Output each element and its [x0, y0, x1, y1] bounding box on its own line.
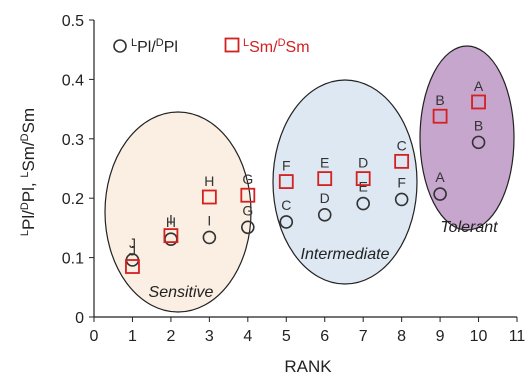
x-tick-label: 5: [282, 328, 291, 345]
x-tick-label: 11: [509, 328, 526, 345]
region-intermediate: [272, 79, 418, 285]
x-tick-label: 6: [320, 328, 329, 345]
data-point-square: [355, 171, 371, 186]
data-point-circle: [433, 187, 447, 201]
data-point-label: F: [282, 158, 291, 174]
region-sensitive: [104, 111, 252, 313]
legend: LPl/DPl LSm/DSm: [113, 37, 310, 56]
data-point-label: B: [435, 92, 444, 108]
data-point-label: I: [169, 212, 173, 228]
y-tick-label: 0.1: [62, 251, 84, 268]
x-axis-label: RANK: [284, 357, 332, 376]
x-tick-label: 8: [397, 328, 406, 345]
legend-label-sm: LSm/DSm: [243, 37, 310, 56]
data-point-square: [163, 228, 179, 244]
data-point-circle: [202, 230, 217, 245]
y-tick-label: 0.4: [62, 72, 84, 89]
data-point-label: H: [166, 214, 176, 230]
x-tick-label: 1: [128, 328, 137, 345]
legend-square-marker: [224, 37, 240, 53]
x-tick-label: 4: [243, 328, 252, 345]
data-point-square: [317, 171, 333, 186]
data-point-label: A: [474, 78, 484, 94]
data-point-label: H: [204, 173, 214, 189]
y-tick-label: 0: [75, 310, 84, 327]
data-point-circle: [356, 196, 370, 211]
region-sensitive-label: Sensitive: [149, 284, 214, 301]
data-point-square: [125, 259, 140, 274]
legend-label-pl: LPl/DPl: [131, 37, 178, 56]
legend-circle-marker: [113, 39, 127, 53]
axes: 0 1 2 3 4 5 6 7 8 9 10 11 0 0.1 0.2 0.3 0.4 0.5: [62, 13, 526, 345]
data-point-square: [278, 174, 294, 189]
y-tick-label: 0.5: [62, 13, 84, 30]
x-tick-label: 9: [436, 328, 445, 345]
data-point-square: [201, 189, 217, 205]
region-tolerant: [419, 45, 515, 231]
data-point-label: B: [474, 117, 483, 133]
y-tick-label: 0.3: [62, 132, 84, 149]
data-point-circle: [471, 135, 486, 150]
data-point-label: J: [129, 235, 136, 251]
data-point-label: G: [242, 171, 253, 187]
data-point-label: D: [320, 190, 330, 206]
data-markers: [125, 94, 486, 274]
data-point-label: C: [397, 137, 407, 153]
data-point-square: [240, 187, 256, 203]
x-tick-label: 0: [90, 328, 99, 345]
y-tick-label: 0.2: [62, 191, 84, 208]
data-point-circle: [241, 220, 255, 235]
region-intermediate-label: Intermediate: [301, 246, 390, 263]
data-point-square: [432, 108, 448, 124]
data-point-square: [471, 94, 486, 110]
region-ellipses: [104, 45, 515, 313]
data-point-circle: [279, 215, 294, 229]
data-point-square: [394, 153, 410, 169]
data-point-label: D: [358, 155, 368, 171]
data-point-label: C: [281, 197, 291, 213]
data-point-circle: [394, 192, 409, 207]
data-point-label: I: [207, 212, 211, 228]
data-point-label: A: [435, 169, 445, 185]
data-point-label: F: [397, 174, 406, 190]
x-tick-label: 3: [205, 328, 214, 345]
data-point-label: G: [242, 202, 253, 218]
data-point-circle: [317, 208, 332, 222]
data-point-label: E: [320, 155, 329, 171]
region-tolerant-label: Tolerant: [440, 219, 498, 236]
data-point-label: J: [129, 243, 136, 259]
x-tick-label: 2: [166, 328, 175, 345]
x-tick-label: 7: [359, 328, 368, 345]
x-tick-label: 10: [470, 328, 488, 345]
data-point-label: E: [359, 179, 368, 195]
y-axis-label: LPl/DPl, LSm/DSm: [19, 108, 38, 236]
